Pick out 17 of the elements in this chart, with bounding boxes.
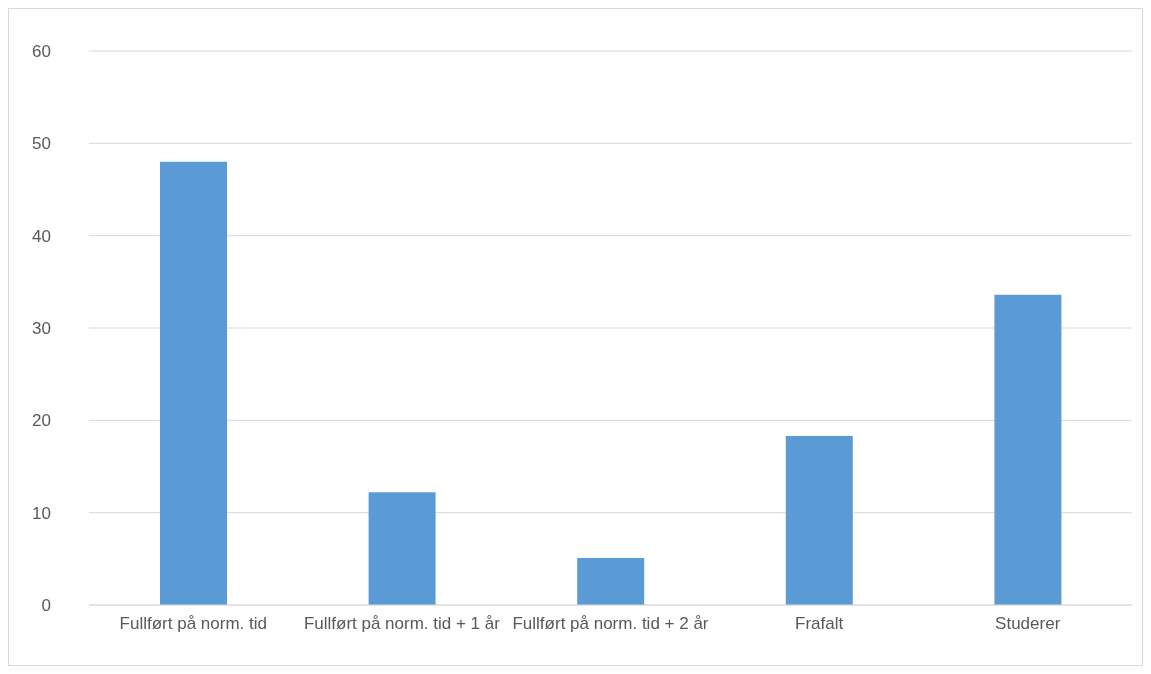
bar bbox=[577, 557, 645, 605]
y-tick-label: 20 bbox=[32, 411, 51, 431]
y-tick-label: 40 bbox=[32, 226, 51, 246]
y-tick-label: 10 bbox=[32, 503, 51, 523]
y-tick-label: 60 bbox=[32, 42, 51, 62]
bar bbox=[368, 492, 436, 605]
x-tick-label: Frafalt bbox=[795, 614, 844, 634]
x-tick-label: Studerer bbox=[995, 614, 1061, 634]
x-tick-label: Fullført på norm. tid + 2 år bbox=[512, 614, 709, 634]
y-tick-label: 0 bbox=[41, 596, 51, 616]
bar bbox=[994, 294, 1062, 605]
x-tick-label: Fullført på norm. tid + 1 år bbox=[303, 614, 501, 634]
bar bbox=[785, 436, 853, 605]
bar bbox=[160, 161, 227, 605]
x-tick-label: Fullført på norm. tid bbox=[119, 614, 267, 634]
y-tick-label: 30 bbox=[32, 319, 51, 339]
y-tick-label: 50 bbox=[32, 134, 51, 154]
